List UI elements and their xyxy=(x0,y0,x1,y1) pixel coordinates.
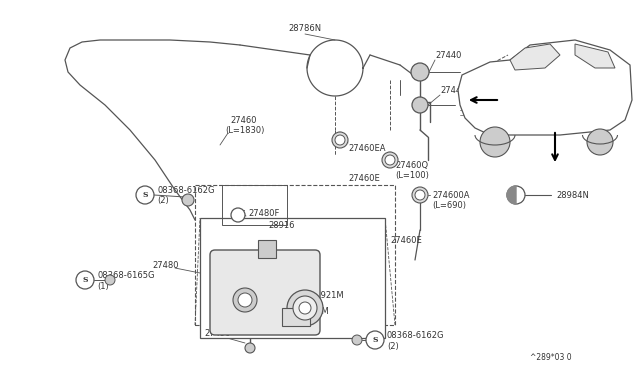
Circle shape xyxy=(335,135,345,145)
Text: 08368-6165G: 08368-6165G xyxy=(97,272,154,280)
Text: 27480: 27480 xyxy=(152,260,179,269)
Text: 27485M: 27485M xyxy=(295,308,329,317)
Text: 27460: 27460 xyxy=(230,115,257,125)
Text: 274600A: 274600A xyxy=(432,190,470,199)
Circle shape xyxy=(105,275,115,285)
Text: S: S xyxy=(142,191,148,199)
Circle shape xyxy=(366,331,384,349)
Text: 27460E: 27460E xyxy=(390,235,422,244)
Circle shape xyxy=(238,293,252,307)
Text: 28916: 28916 xyxy=(268,221,294,230)
Text: ^289*03 0: ^289*03 0 xyxy=(530,353,572,362)
Text: 08368-6162G: 08368-6162G xyxy=(387,331,445,340)
Circle shape xyxy=(231,208,245,222)
Text: (1): (1) xyxy=(97,282,109,291)
Circle shape xyxy=(385,155,395,165)
Polygon shape xyxy=(458,40,632,135)
Text: 28921M: 28921M xyxy=(310,291,344,299)
Text: 27460Q: 27460Q xyxy=(395,160,428,170)
Circle shape xyxy=(480,127,510,157)
Bar xyxy=(200,218,385,338)
Text: 28984N: 28984N xyxy=(556,190,589,199)
Text: (L=690): (L=690) xyxy=(432,201,466,209)
Text: S: S xyxy=(372,336,378,344)
Text: 08368-6162G: 08368-6162G xyxy=(157,186,214,195)
Polygon shape xyxy=(507,186,516,204)
Text: (2): (2) xyxy=(157,196,169,205)
Circle shape xyxy=(233,288,257,312)
Bar xyxy=(195,185,395,325)
Text: 27441: 27441 xyxy=(440,86,467,94)
Circle shape xyxy=(245,343,255,353)
Text: 27480F: 27480F xyxy=(248,208,280,218)
Text: 27460EA: 27460EA xyxy=(348,144,385,153)
Circle shape xyxy=(507,186,525,204)
Circle shape xyxy=(182,194,194,206)
Polygon shape xyxy=(575,44,615,68)
Circle shape xyxy=(136,186,154,204)
Text: 28786N: 28786N xyxy=(289,23,321,32)
Circle shape xyxy=(412,97,428,113)
Circle shape xyxy=(382,152,398,168)
Text: 27460E: 27460E xyxy=(348,173,380,183)
Circle shape xyxy=(352,335,362,345)
Circle shape xyxy=(293,296,317,320)
Circle shape xyxy=(332,132,348,148)
FancyBboxPatch shape xyxy=(210,250,320,335)
Circle shape xyxy=(287,290,323,326)
Circle shape xyxy=(411,63,429,81)
Circle shape xyxy=(415,190,425,200)
Bar xyxy=(222,185,287,225)
Polygon shape xyxy=(510,44,560,70)
Circle shape xyxy=(76,271,94,289)
Text: 27490: 27490 xyxy=(204,328,230,337)
Text: S: S xyxy=(83,276,88,284)
Circle shape xyxy=(587,129,613,155)
Text: (L=1830): (L=1830) xyxy=(225,125,264,135)
Circle shape xyxy=(299,302,311,314)
Text: 27440: 27440 xyxy=(435,51,461,60)
Text: (L=100): (L=100) xyxy=(395,170,429,180)
Bar xyxy=(258,240,276,258)
Bar xyxy=(282,308,310,326)
Text: (2): (2) xyxy=(387,341,399,350)
Circle shape xyxy=(412,187,428,203)
